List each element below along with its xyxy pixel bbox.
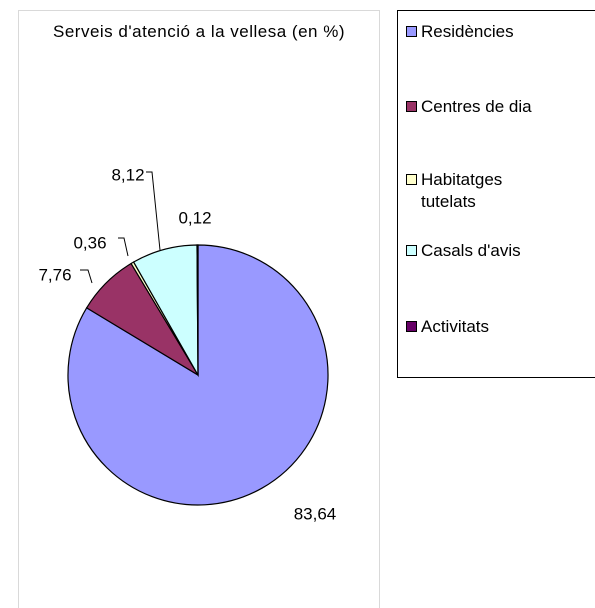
legend: Residències Centres de dia Habitatges tute…	[397, 10, 595, 378]
legend-swatch	[406, 245, 417, 256]
data-label: 7,76	[38, 265, 71, 284]
pie-slice	[196, 244, 199, 376]
legend-label: Casals d'avis	[421, 241, 521, 260]
legend-label: Habitatges tutelats	[421, 170, 503, 211]
chart-title: Serveis d'atenció a la vellesa (en %)	[53, 22, 345, 41]
legend-swatch	[406, 101, 417, 112]
legend-swatch	[406, 174, 417, 185]
legend-label: Activitats	[421, 317, 490, 336]
leader-line	[146, 171, 161, 251]
leader-line	[80, 269, 93, 284]
plot-area	[18, 10, 380, 608]
legend-swatch	[406, 321, 417, 332]
data-label: 0,36	[73, 233, 106, 252]
data-label: 83,64	[294, 504, 337, 523]
legend-label: Centres de dia	[421, 97, 532, 116]
data-label: 8,12	[111, 165, 144, 184]
legend-swatch	[406, 26, 417, 37]
data-label: 0,12	[178, 208, 211, 227]
leader-line	[118, 237, 129, 257]
legend-label: Residències	[421, 22, 514, 41]
